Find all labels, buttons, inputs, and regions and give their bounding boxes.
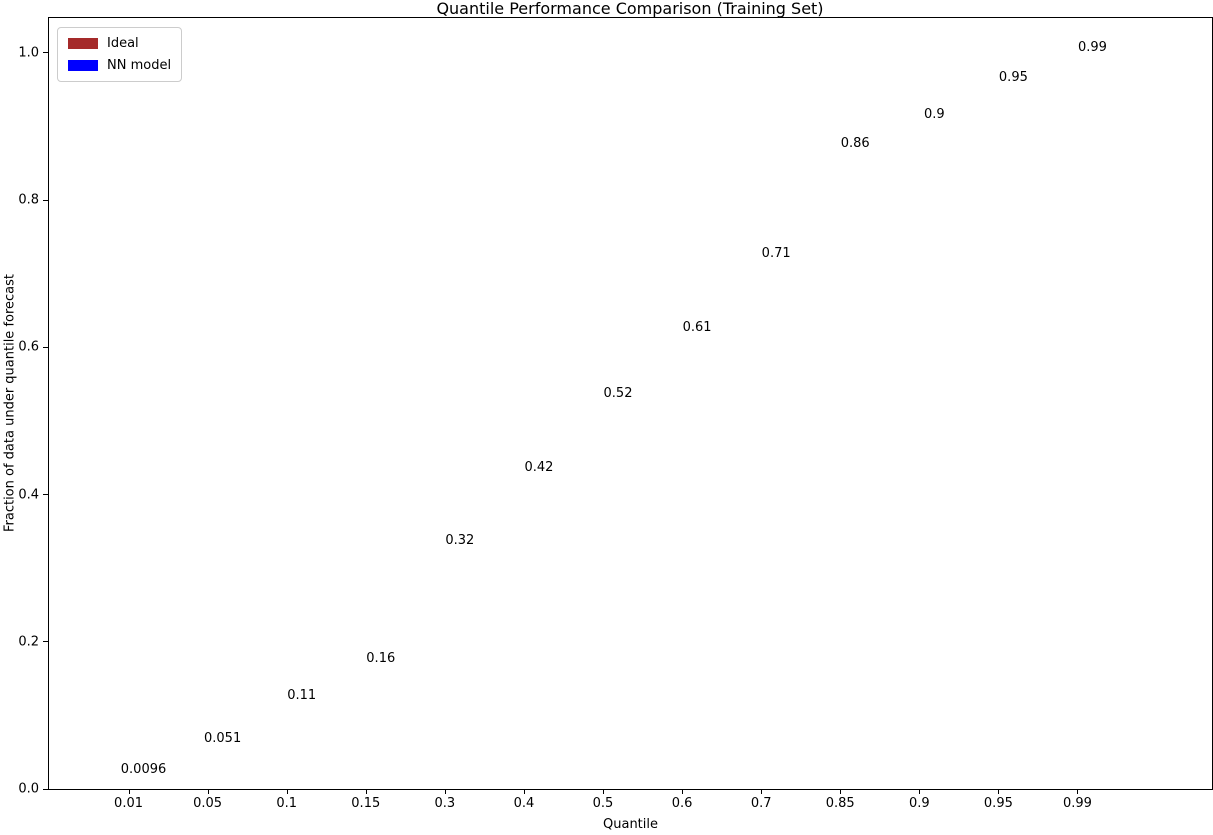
x-tick-mark xyxy=(919,789,921,794)
bar-group-0.9: 0.9 0.9 xyxy=(880,18,959,811)
x-tick-label: 0.5 xyxy=(592,796,614,811)
y-tick-label: 0.6 xyxy=(18,339,39,355)
legend-label: NN model xyxy=(107,58,172,73)
bar-group-0.99: 0.99 0.99 xyxy=(1038,18,1117,811)
x-tick-mark xyxy=(761,789,763,794)
bar-group-0.1: 0.11 0.1 xyxy=(247,18,326,811)
x-tick-label: 0.15 xyxy=(351,796,381,811)
legend-label: Ideal xyxy=(107,36,139,51)
x-tick-mark xyxy=(603,789,604,794)
bar-value-label: 0.86 xyxy=(840,135,870,151)
y-tick-mark xyxy=(43,788,48,790)
bar-value-label: 0.9 xyxy=(923,106,945,122)
bar-group-0.85: 0.86 0.85 xyxy=(801,18,880,811)
bar-group-0.5: 0.52 0.5 xyxy=(563,18,642,811)
bar-value-label: 0.95 xyxy=(998,69,1028,85)
bar-value-label: 0.52 xyxy=(603,386,633,402)
bar-group-0.3: 0.32 0.3 xyxy=(405,18,484,811)
bar-value-label: 0.61 xyxy=(682,319,712,335)
x-axis-label: Quantile xyxy=(603,817,658,832)
legend-item-nn-model: NN model xyxy=(68,58,171,73)
bar-value-label: 0.71 xyxy=(761,246,791,262)
y-tick-label: 0.4 xyxy=(18,487,39,503)
legend-swatch-nn-model xyxy=(68,60,98,71)
bar-value-label: 0.0096 xyxy=(120,761,167,777)
bar-value-label: 0.42 xyxy=(524,459,554,475)
x-tick-mark xyxy=(523,789,525,794)
bar-value-label: 0.16 xyxy=(366,651,396,667)
x-tick-mark xyxy=(128,789,130,794)
bar-group-0.15: 0.16 0.15 xyxy=(326,18,405,811)
x-tick-mark xyxy=(365,789,367,794)
legend-item-ideal: Ideal xyxy=(68,36,171,51)
x-tick-label: 0.6 xyxy=(671,796,693,811)
bar-group-0.4: 0.42 0.4 xyxy=(484,18,563,811)
y-tick-mark xyxy=(43,494,48,496)
legend-swatch-ideal xyxy=(68,38,98,49)
x-tick-label: 0.01 xyxy=(114,796,144,811)
x-tick-label: 0.7 xyxy=(750,796,772,811)
x-tick-mark xyxy=(444,789,446,794)
x-tick-label: 0.05 xyxy=(193,796,223,811)
chart-title: Quantile Performance Comparison (Trainin… xyxy=(436,0,824,18)
y-tick-label: 1.0 xyxy=(18,45,39,61)
x-tick-label: 0.95 xyxy=(983,796,1013,811)
bar-group-0.95: 0.95 0.95 xyxy=(959,18,1038,811)
x-tick-mark xyxy=(840,789,842,794)
y-tick-mark xyxy=(43,346,48,348)
x-tick-label: 0.9 xyxy=(908,796,930,811)
bar-value-label: 0.32 xyxy=(445,533,475,549)
x-tick-mark xyxy=(998,789,1000,794)
plot-area: 0.0 0.2 0.4 0.6 0.8 1.0 0.0096 0.01 0.051 0.05 0.… xyxy=(18,17,1213,811)
x-tick-label: 0.85 xyxy=(825,796,855,811)
bar-group-0.01: 0.0096 0.01 xyxy=(89,18,168,811)
y-tick-mark xyxy=(43,641,48,643)
x-tick-mark xyxy=(682,789,684,794)
bar-group-0.6: 0.61 0.6 xyxy=(643,18,722,811)
x-tick-label: 0.3 xyxy=(434,796,456,811)
y-axis-label: Fraction of data under quantile forecast xyxy=(2,273,18,533)
y-tick-label: 0.2 xyxy=(18,634,39,650)
bar-value-label: 0.11 xyxy=(287,688,317,704)
x-tick-mark xyxy=(286,789,288,794)
y-tick-label: 0.0 xyxy=(18,781,39,797)
y-tick-mark xyxy=(43,199,48,201)
legend: Ideal NN model xyxy=(57,27,183,82)
x-tick-label: 0.4 xyxy=(513,796,535,811)
x-tick-mark xyxy=(1077,789,1079,794)
bar-value-label: 0.99 xyxy=(1077,40,1107,56)
bar-value-label: 0.051 xyxy=(204,731,242,747)
x-tick-mark xyxy=(207,789,209,794)
bar-group-0.7: 0.71 0.7 xyxy=(722,18,801,811)
y-tick-label: 0.8 xyxy=(18,192,39,208)
y-tick-mark xyxy=(43,52,48,54)
bar-group-0.05: 0.051 0.05 xyxy=(168,18,247,811)
x-tick-label: 0.99 xyxy=(1062,796,1092,811)
x-tick-label: 0.1 xyxy=(276,796,298,811)
bars-container: 0.0096 0.01 0.051 0.05 0.11 0.1 0.16 0.15 0.32 0.… xyxy=(89,18,1117,811)
